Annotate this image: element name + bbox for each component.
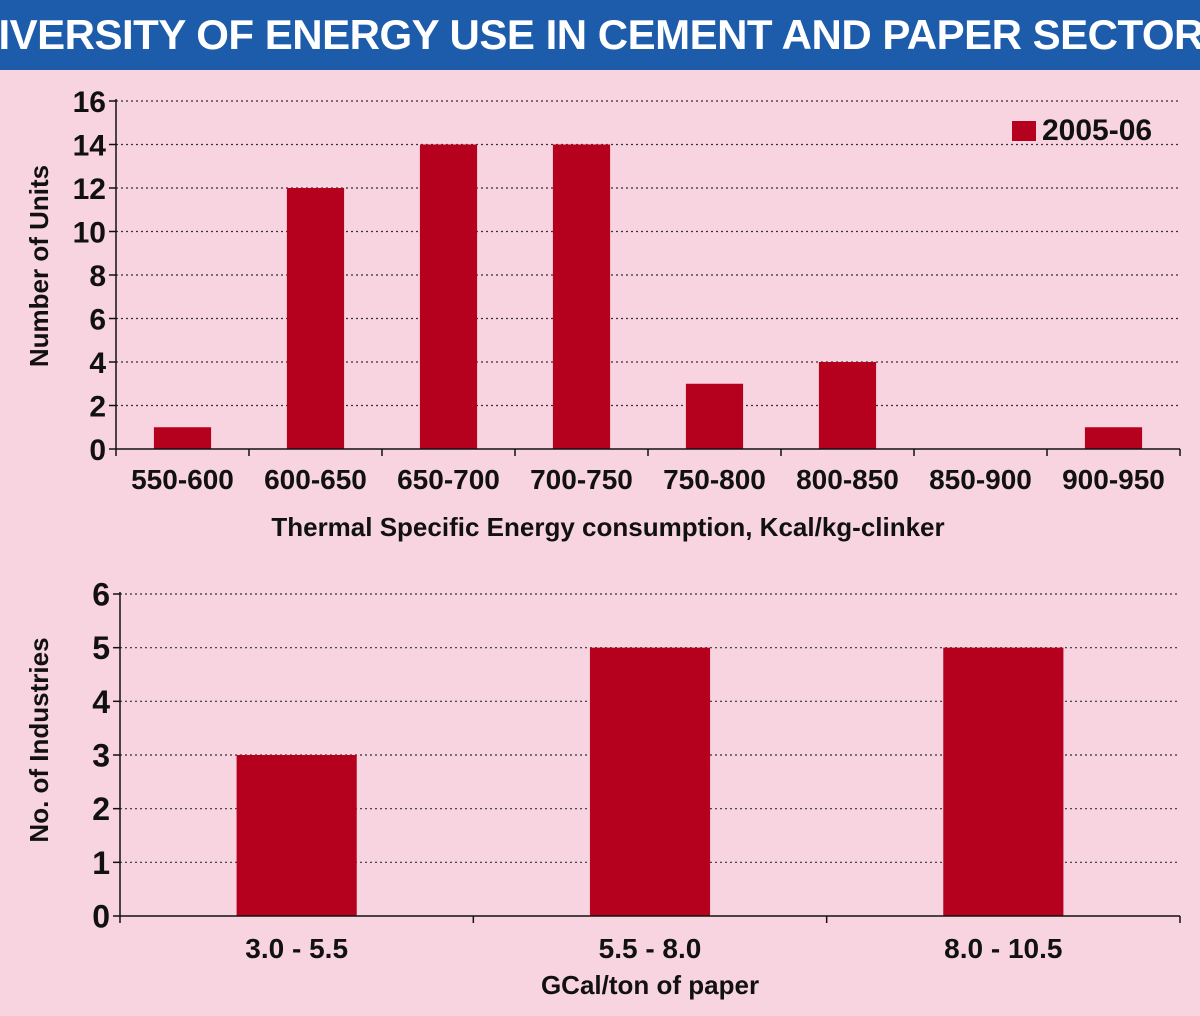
y-tick-label: 0	[92, 899, 110, 935]
x-tick-label: 700-750	[530, 464, 633, 495]
bar	[286, 188, 345, 449]
bar	[419, 144, 478, 449]
bar	[943, 647, 1064, 916]
bar	[153, 427, 212, 449]
x-tick-label: 600-650	[264, 464, 367, 495]
y-axis-title: Number of Units	[24, 165, 54, 367]
legend-swatch	[1012, 121, 1036, 141]
x-tick-label: 850-900	[929, 464, 1032, 495]
y-tick-label: 1	[92, 845, 110, 881]
page-title: DIVERSITY OF ENERGY USE IN CEMENT AND PA…	[0, 11, 1200, 58]
bar	[589, 647, 711, 916]
paper-energy-bar-chart: 0 1 2 3 4 5 6 3.0 - 5.5 5.5 - 8.0 8.0 - 10.5 GCal/…	[24, 577, 1181, 1000]
y-tick-label: 5	[92, 630, 110, 666]
y-tick-label: 4	[89, 347, 106, 380]
x-axis-title: Thermal Specific Energy consumption, Kca…	[271, 512, 944, 542]
legend-label: 2005-06	[1042, 114, 1152, 147]
y-tick-label: 8	[89, 260, 106, 293]
y-tick-label: 0	[89, 434, 106, 467]
y-tick-label: 4	[92, 684, 110, 720]
x-tick-label: 800-850	[796, 464, 899, 495]
bar	[1084, 427, 1143, 449]
bar	[685, 383, 744, 449]
x-tick-label: 3.0 - 5.5	[245, 933, 348, 964]
y-tick-label: 12	[73, 173, 106, 206]
y-tick-label: 10	[73, 216, 106, 249]
y-tick-label: 2	[92, 791, 110, 827]
bar	[236, 755, 357, 916]
x-tick-label: 5.5 - 8.0	[599, 933, 702, 964]
x-tick-label: 8.0 - 10.5	[944, 933, 1062, 964]
y-tick-label: 14	[73, 129, 107, 162]
y-tick-label: 6	[89, 303, 106, 336]
cement-energy-bar-chart: 0 2 4 6 8 10 12 14 16 550-600 600-650 650-700 700-75…	[24, 86, 1181, 542]
bar	[552, 144, 611, 449]
y-tick-label: 2	[89, 390, 106, 423]
x-tick-label: 900-950	[1062, 464, 1165, 495]
y-axis-title: No. of Industries	[24, 637, 54, 842]
title-bar: DIVERSITY OF ENERGY USE IN CEMENT AND PA…	[0, 0, 1200, 70]
x-tick-label: 750-800	[663, 464, 766, 495]
x-tick-label: 550-600	[131, 464, 234, 495]
x-tick-label: 650-700	[397, 464, 500, 495]
y-tick-label: 6	[92, 577, 110, 613]
y-tick-label: 3	[92, 738, 110, 774]
x-axis-title: GCal/ton of paper	[541, 970, 759, 1000]
bar	[818, 362, 877, 449]
y-tick-label: 16	[73, 86, 106, 119]
